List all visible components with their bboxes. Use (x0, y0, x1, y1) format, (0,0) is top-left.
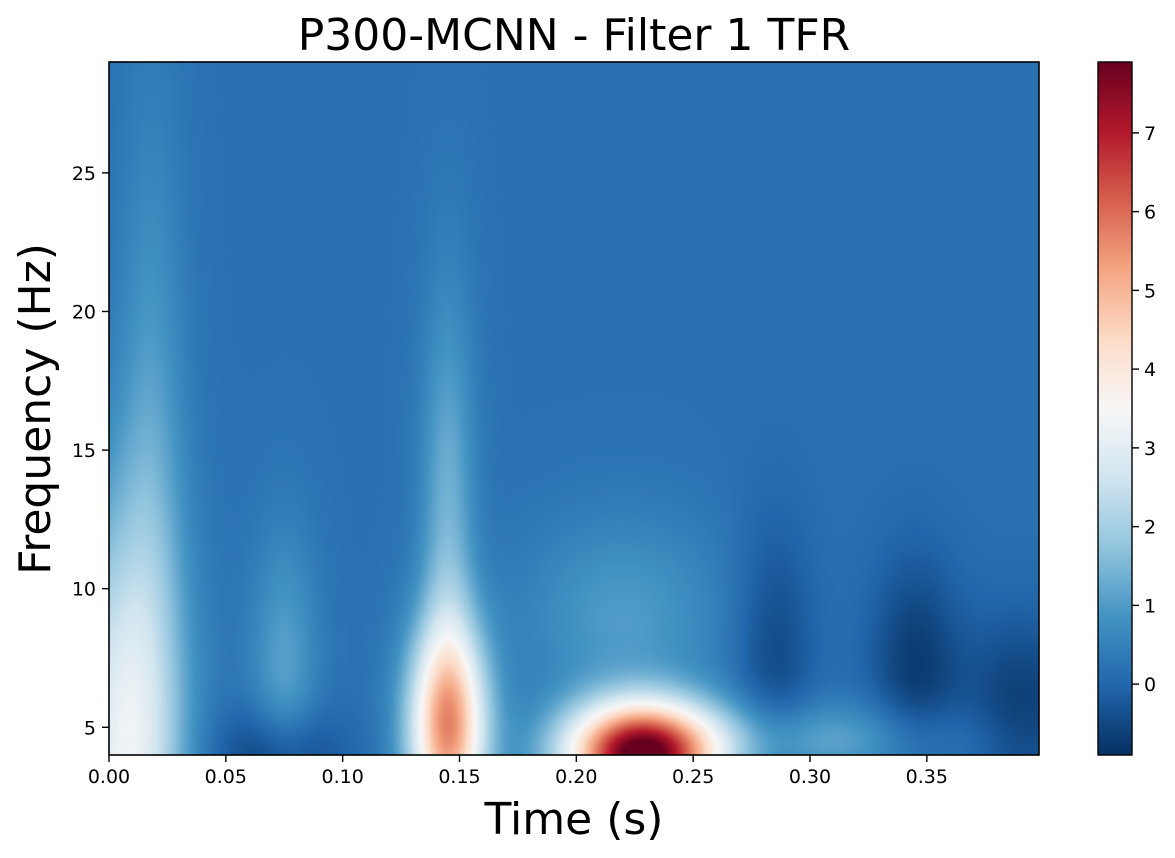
y-tick-label: 10 (72, 579, 96, 601)
x-tick-label: 0.10 (322, 766, 364, 788)
plot-frame (108, 61, 1040, 756)
x-tick-label: 0.30 (789, 766, 831, 788)
colorbar-tick-label: 0 (1144, 674, 1156, 696)
colorbar-tick-label: 3 (1144, 438, 1156, 460)
x-tick-label: 0.35 (906, 766, 948, 788)
colorbar-axis: 0 1 2 3 4 5 6 7 (1132, 123, 1156, 696)
colorbar-tick-label: 6 (1144, 202, 1156, 224)
y-tick-label: 15 (72, 440, 96, 462)
colorbar-tick-label: 1 (1144, 595, 1156, 617)
y-tick-label: 20 (72, 301, 96, 323)
x-tick-label: 0.00 (88, 766, 130, 788)
colorbar-tick-label: 2 (1144, 517, 1156, 539)
y-tick-label: 5 (84, 717, 96, 739)
x-tick-label: 0.15 (438, 766, 480, 788)
x-axis-label: Time (s) (484, 794, 664, 845)
x-tick-label: 0.05 (205, 766, 247, 788)
colorbar-tick-label: 4 (1144, 359, 1156, 381)
x-tick-label: 0.20 (555, 766, 597, 788)
y-axis: 5 10 15 20 25 (72, 163, 109, 739)
colorbar (1097, 61, 1133, 756)
x-tick-label: 0.25 (672, 766, 714, 788)
chart-title: P300-MCNN - Filter 1 TFR (298, 10, 850, 61)
y-tick-label: 25 (72, 163, 96, 185)
heatmap-image (109, 62, 1039, 755)
y-axis-label: Frequency (Hz) (10, 243, 61, 575)
x-axis: 0.00 0.05 0.10 0.15 0.20 0.25 0.30 0.35 (88, 755, 948, 788)
colorbar-tick-label: 5 (1144, 280, 1156, 302)
colorbar-tick-label: 7 (1144, 123, 1156, 145)
